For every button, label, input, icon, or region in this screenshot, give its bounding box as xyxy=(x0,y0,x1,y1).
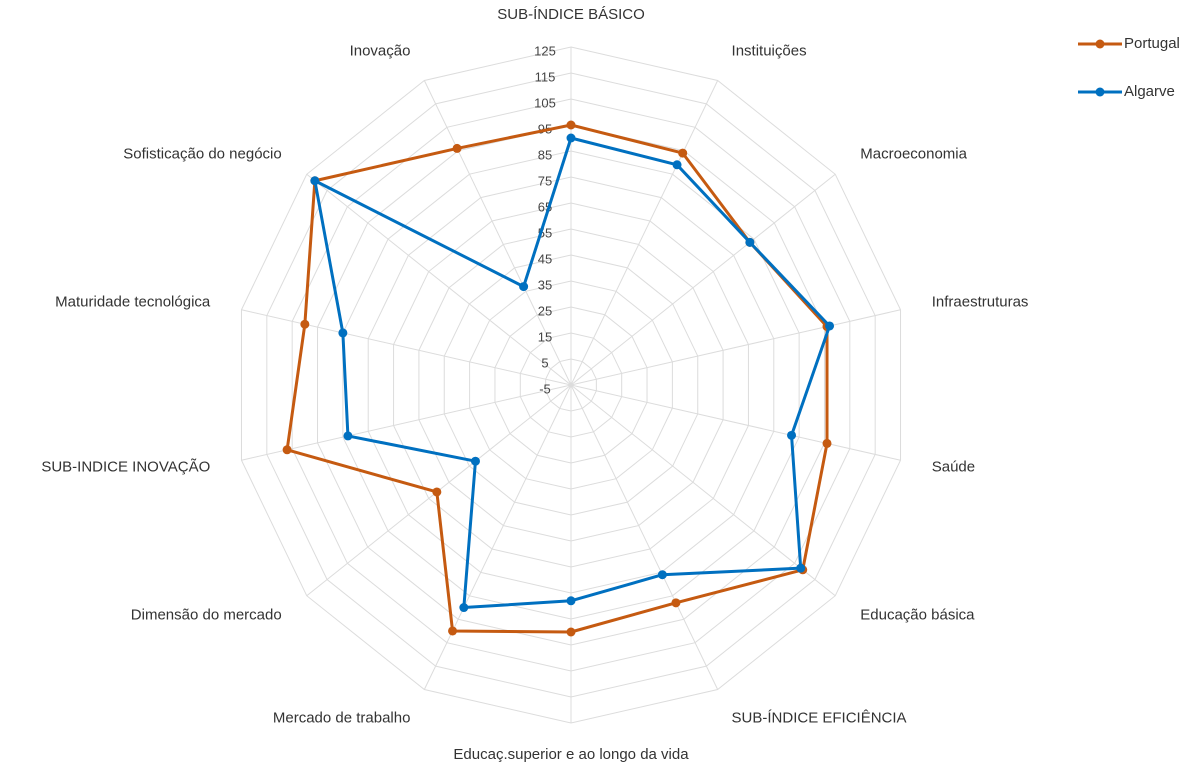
category-label: Mercado de trabalho xyxy=(273,709,411,726)
marker xyxy=(566,133,576,143)
r-tick-label: 115 xyxy=(535,69,556,84)
marker xyxy=(672,160,682,170)
r-tick-label: -5 xyxy=(539,381,551,396)
marker xyxy=(310,176,320,186)
marker xyxy=(338,328,348,338)
category-label: Infraestruturas xyxy=(932,294,1029,311)
category-label: SUB-ÍNDICE EFICIÊNCIA xyxy=(732,709,907,726)
marker xyxy=(566,596,576,606)
r-tick-label: 75 xyxy=(538,173,552,188)
category-label: SUB-INDICE INOVAÇÃO xyxy=(41,458,210,475)
marker xyxy=(470,456,480,466)
marker xyxy=(566,120,576,130)
marker xyxy=(787,430,797,440)
spoke xyxy=(570,309,901,386)
spoke xyxy=(241,309,572,386)
marker xyxy=(566,627,576,637)
category-label: Educaç.superior e ao longo da vida xyxy=(453,746,689,763)
legend-label: Algarve xyxy=(1124,83,1175,100)
marker xyxy=(448,626,458,636)
r-tick-label: 45 xyxy=(538,251,552,266)
category-label: Instituições xyxy=(732,43,807,60)
category-label: Educação básica xyxy=(860,607,975,624)
marker xyxy=(459,603,469,613)
legend-marker xyxy=(1095,39,1105,49)
marker xyxy=(519,282,529,292)
marker xyxy=(432,487,442,497)
marker xyxy=(343,431,353,441)
marker xyxy=(796,563,806,573)
legend-label: Portugal xyxy=(1124,35,1180,52)
spoke xyxy=(423,80,572,386)
marker xyxy=(657,570,667,580)
legend-marker xyxy=(1095,87,1105,97)
category-label: Saúde xyxy=(932,458,975,475)
spoke xyxy=(306,173,572,386)
spoke xyxy=(570,384,719,690)
category-label: Sofisticação do negócio xyxy=(123,145,281,162)
marker xyxy=(282,445,292,455)
spoke xyxy=(570,384,901,461)
marker xyxy=(671,598,681,608)
r-tick-label: 105 xyxy=(534,95,556,110)
spoke xyxy=(570,384,836,597)
category-label: Dimensão do mercado xyxy=(131,607,282,624)
r-tick-label: 25 xyxy=(538,303,552,318)
r-tick-label: 85 xyxy=(538,147,552,162)
category-label: Maturidade tecnológica xyxy=(55,294,211,311)
spoke xyxy=(241,384,572,461)
r-tick-label: 5 xyxy=(541,355,548,370)
r-tick-label: 15 xyxy=(538,329,552,344)
marker xyxy=(822,438,832,448)
category-label: SUB-ÍNDICE BÁSICO xyxy=(497,6,645,23)
spoke xyxy=(570,80,719,386)
marker xyxy=(825,321,835,331)
marker xyxy=(452,143,462,153)
category-label: Inovação xyxy=(350,43,411,60)
spoke xyxy=(570,173,836,386)
series-line xyxy=(313,136,832,610)
r-tick-label: 125 xyxy=(534,43,556,58)
marker xyxy=(745,237,755,247)
spoke xyxy=(423,384,572,690)
marker xyxy=(678,148,688,158)
category-label: Macroeconomia xyxy=(860,145,967,162)
r-tick-label: 35 xyxy=(538,277,552,292)
marker xyxy=(300,319,310,329)
